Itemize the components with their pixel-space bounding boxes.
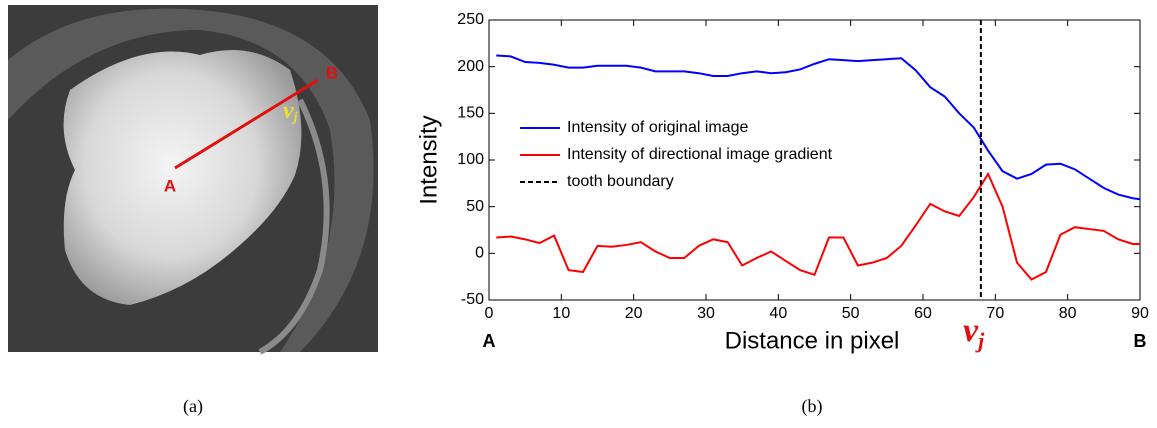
legend-label: Intensity of original image <box>567 119 749 136</box>
x-tick-label: 40 <box>769 305 787 322</box>
y-tick-label: -50 <box>461 291 484 308</box>
x-end-label: B <box>1134 331 1147 351</box>
x-tick-label: 70 <box>986 305 1004 322</box>
x-start-label: A <box>483 331 496 351</box>
x-tick-label: 90 <box>1131 305 1149 322</box>
x-tick-label: 20 <box>625 305 643 322</box>
y-tick-label: 200 <box>457 58 484 75</box>
data-line <box>496 171 1140 281</box>
x-tick-label: 30 <box>697 305 715 322</box>
panel-a-image <box>8 5 378 355</box>
point-annotation: vj <box>283 98 298 126</box>
annotation-sub: j <box>975 328 985 353</box>
annotation-main: v <box>283 98 294 124</box>
legend-label: tooth boundary <box>567 173 674 190</box>
x-axis-title: Distance in pixel <box>725 327 900 354</box>
x-tick-label: 50 <box>842 305 860 322</box>
data-line <box>496 54 1141 201</box>
y-tick-label: 50 <box>466 198 484 215</box>
y-tick-label: 150 <box>457 105 484 122</box>
y-tick-label: 100 <box>457 151 484 168</box>
vline-annotation: vj <box>963 312 985 353</box>
y-tick-label: 250 <box>457 11 484 28</box>
y-tick-label: 0 <box>475 245 484 262</box>
caption: (a) <box>183 396 203 417</box>
x-tick-label: 0 <box>485 305 494 322</box>
annotation-main: v <box>963 312 979 349</box>
point-label: A <box>164 176 176 195</box>
legend-label: Intensity of directional image gradient <box>567 146 833 163</box>
annotation-sub: j <box>292 110 298 125</box>
x-tick-label: 60 <box>914 305 932 322</box>
y-axis-title: Intensity <box>415 115 442 204</box>
x-tick-label: 10 <box>552 305 570 322</box>
x-tick-label: 80 <box>1059 305 1077 322</box>
point-label: B <box>326 63 338 82</box>
caption: (b) <box>802 396 823 417</box>
